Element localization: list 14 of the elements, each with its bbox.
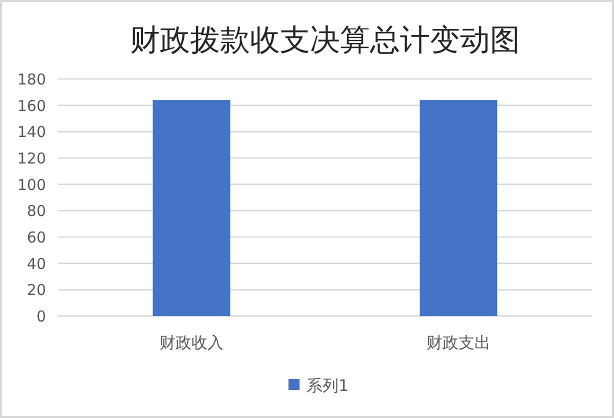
x-tick-label: 财政支出 [426,333,490,352]
y-tick-label: 80 [26,202,46,220]
y-tick-label: 0 [36,308,46,326]
y-tick-label: 60 [26,228,46,246]
y-tick-label: 140 [17,123,46,142]
chart-title: 财政拨款收支决算总计变动图 [130,23,520,58]
y-tick-label: 160 [17,96,46,115]
y-tick-label: 20 [26,281,46,300]
y-tick-label: 120 [17,150,46,168]
y-tick-label: 100 [17,176,46,194]
y-tick-label: 40 [26,254,46,273]
y-tick-label: 180 [17,70,46,88]
legend-label: 系列1 [306,376,349,395]
x-tick-label: 财政收入 [160,333,224,352]
